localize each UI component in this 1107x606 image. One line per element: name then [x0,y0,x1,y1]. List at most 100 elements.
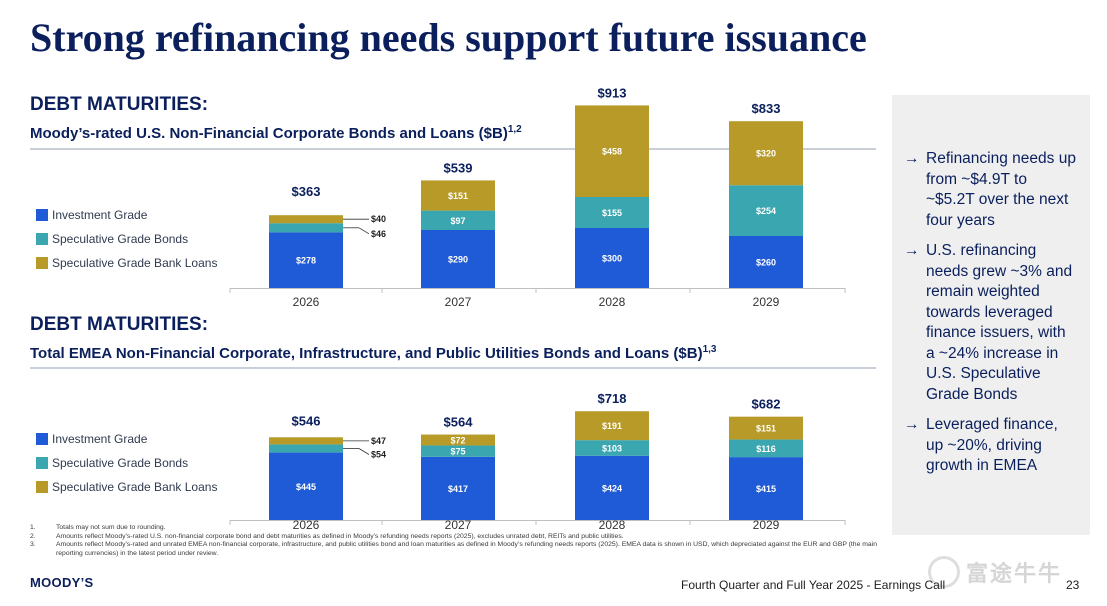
footnote: 1. Totals may not sum due to rounding. [30,524,880,533]
legend-swatch-investment-grade [36,209,48,221]
bar-segment-spec-loans [729,121,803,186]
bar-segment-spec-bonds [269,444,343,453]
bar-segment-spec-bonds [575,197,649,228]
legend-swatch-spec-loans [36,257,48,269]
arrow-right-icon: → [904,242,920,259]
bar-segment-spec-loans [729,416,803,440]
bar-value-label: $103 [602,443,622,453]
bar-segment-investment-grade [729,236,803,288]
chart1-divider [30,148,876,150]
bar-value-label: $320 [756,149,776,159]
bar-value-label: $191 [602,421,622,431]
arrow-right-icon: → [904,150,920,167]
bar-value-label: $72 [450,436,465,446]
bar-value-label: $151 [448,191,468,201]
legend-item-spec-loans: Speculative Grade Bank Loans [36,251,217,275]
watermark-logo-icon [928,556,960,588]
chart2-svg: $445 $47 $54 $546 2026 $417 $75$72 $564 2027 $424… [229,391,846,532]
commentary-text: U.S. refinancing needs grew ~3% and rema… [926,242,1073,403]
bar-segment-investment-grade [729,457,803,520]
legend-label: Speculative Grade Bank Loans [52,256,218,270]
bar-total-label: $913 [598,85,627,100]
footnote-number: 3. [30,541,36,549]
chart1-area: $278 $40 $46 $363 2026 $290 $97 $151 $539 2027 $30… [0,85,880,340]
footnote-text: Amounts reflect Moody’s-rated U.S. non-f… [56,532,624,540]
bar-segment-spec-loans [421,180,495,211]
x-tick-label: 2028 [599,518,626,532]
bar-segment-investment-grade [269,232,343,288]
commentary-panel: → Refinancing needs up from ~$4.9T to ~$5… [892,95,1090,535]
x-tick-label: 2026 [293,295,320,309]
bar-segment-spec-loans [575,105,649,197]
legend-label: Investment Grade [52,432,148,446]
legend-item-spec-loans: Speculative Grade Bank Loans [36,475,217,499]
bar-segment-spec-bonds [421,445,495,457]
chart2-heading: DEBT MATURITIES: [30,314,209,335]
bar-value-label: $75 [450,447,465,457]
moodys-logo: MOODY’S [30,575,94,590]
legend-item-spec-bonds: Speculative Grade Bonds [36,227,217,251]
bar-segment-spec-bonds [729,439,803,458]
footnote-text: Totals may not sum due to rounding. [56,524,166,531]
bar-value-label: $260 [756,258,776,268]
bar-segment-spec-loans [421,434,495,446]
bar-value-label: $46 [371,229,386,239]
bar-value-label: $290 [448,255,468,265]
bar-value-label: $300 [602,254,622,264]
footnote-number: 2. [30,532,36,540]
chart2-area: $445 $47 $54 $546 2026 $417 $75 $72 $564 2027 $424… [0,369,880,559]
bar-value-label: $445 [296,482,316,492]
chart2-title: Total EMEA Non-Financial Corporate, Infr… [30,344,717,362]
legend-label: Speculative Grade Bank Loans [52,480,218,494]
legend-swatch-spec-bonds [36,233,48,245]
commentary-text: Leveraged finance, up ~20%, driving grow… [926,416,1058,474]
chart1-svg: $278 $40 $46 $363 2026 $290 $97 $151 $539 2027 $30… [229,85,846,309]
chart1-title: Moody’s-rated U.S. Non-Financial Corpora… [30,124,522,142]
bar-segment-spec-bonds [729,185,803,236]
footnote: 2. Amounts reflect Moody’s-rated U.S. non… [30,533,880,542]
bar-segment-spec-bonds [575,440,649,456]
bar-value-label: $54 [371,449,386,459]
bar-total-label: $682 [752,397,781,412]
label-leader-line [358,448,370,455]
bar-total-label: $718 [598,391,627,406]
legend-swatch-investment-grade [36,433,48,445]
commentary-bullet: → Refinancing needs up from ~$4.9T to ~$5… [904,149,1076,231]
x-tick-label: 2029 [753,295,780,309]
commentary-bullet: → Leveraged finance, up ~20%, driving gro… [904,415,1076,477]
bar-value-label: $417 [448,484,468,494]
bar-value-label: $97 [450,216,465,226]
legend-item-investment-grade: Investment Grade [36,203,217,227]
futu-watermark: 富途牛牛 [928,556,1062,588]
bar-total-label: $539 [444,160,473,175]
legend-item-investment-grade: Investment Grade [36,427,217,451]
watermark-text: 富途牛牛 [966,561,1063,586]
footnote-text: Amounts reflect Moody’s-rated and unrate… [56,541,877,557]
chart2-legend: Investment Grade Speculative Grade Bonds… [36,427,217,499]
legend-swatch-spec-loans [36,481,48,493]
arrow-right-icon: → [904,416,920,433]
x-tick-label: 2027 [445,518,472,532]
footer-text: Fourth Quarter and Full Year 2025 - Earn… [681,578,946,592]
bar-segment-investment-grade [421,456,495,520]
bar-value-label: $415 [756,484,776,494]
bar-value-label: $151 [756,424,776,434]
bar-segment-investment-grade [269,452,343,520]
page-title: Strong refinancing needs support future … [30,15,867,60]
bar-value-label: $254 [756,206,776,216]
bar-value-label: $47 [371,436,386,446]
bar-value-label: $278 [296,256,316,266]
bar-segment-investment-grade [575,228,649,288]
footnotes: 1. Totals may not sum due to rounding. 2.… [30,524,880,558]
legend-item-spec-bonds: Speculative Grade Bonds [36,451,217,475]
bar-value-label: $40 [371,214,386,224]
x-tick-label: 2026 [293,518,320,532]
bar-value-label: $424 [602,483,622,493]
chart2-footnote-refs: 1,3 [702,344,717,355]
footnote-number: 1. [30,524,36,531]
bar-value-label: $458 [602,147,622,157]
bar-segment-investment-grade [575,455,649,520]
bar-total-label: $564 [444,415,474,430]
commentary-text: Refinancing needs up from ~$4.9T to ~$5.… [926,150,1076,229]
label-leader-line [358,227,370,235]
